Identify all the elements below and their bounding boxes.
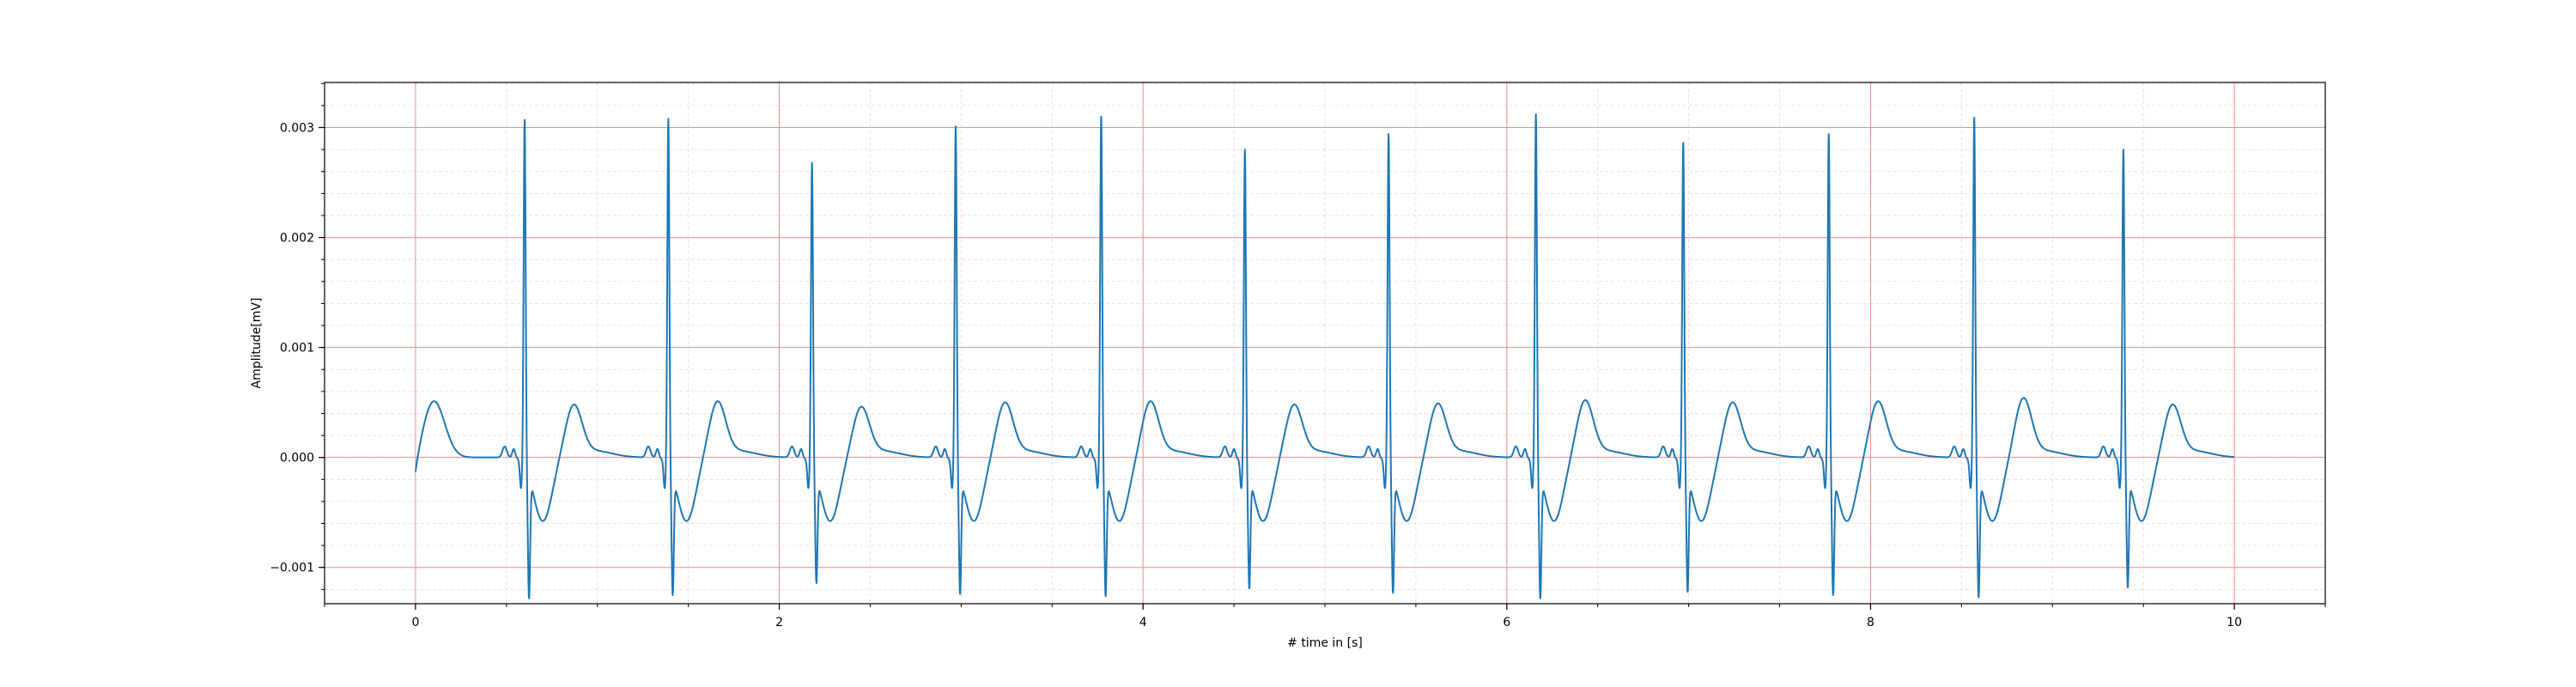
ecg-series-line	[414, 113, 2235, 599]
x-tick-label: 6	[1503, 616, 1510, 629]
x-tick-label: 2	[775, 616, 783, 629]
y-tick-label: 0.000	[280, 452, 314, 465]
major-grid	[325, 82, 2325, 604]
y-tick-label: 0.003	[280, 122, 314, 136]
x-tick-label: 10	[2227, 616, 2242, 629]
y-axis-label: Amplitude[mV]	[250, 298, 264, 389]
x-tick-label: 4	[1139, 616, 1147, 629]
series-layer	[414, 113, 2235, 599]
y-tick-label: −0.001	[270, 562, 314, 575]
y-tick-label: 0.002	[280, 232, 314, 246]
x-tick-label: 0	[411, 616, 419, 629]
y-tick-labels: −0.001 0.000 0.001 0.002 0.003	[270, 122, 314, 575]
x-tick-labels: 0 2 4 6 8 10	[411, 616, 2242, 629]
x-tick-label: 8	[1867, 616, 1874, 629]
y-tick-label: 0.001	[280, 342, 314, 356]
axis-ticks	[319, 82, 2326, 610]
x-axis-label: # time in [s]	[1287, 636, 1363, 650]
